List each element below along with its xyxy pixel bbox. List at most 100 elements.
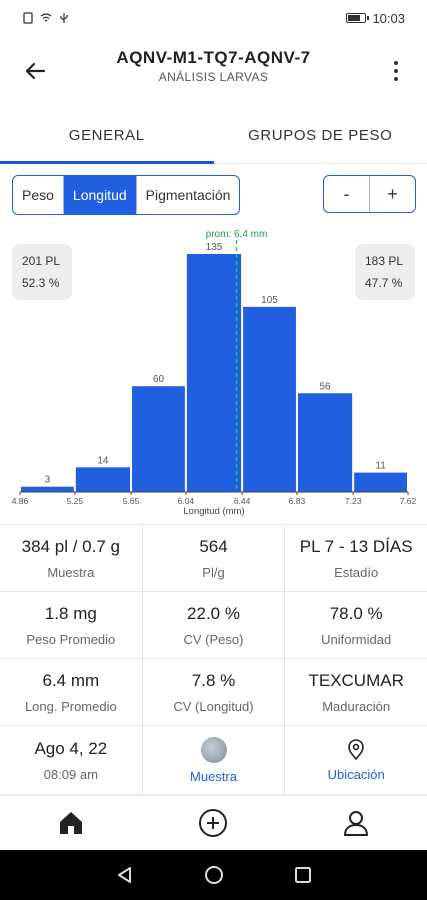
bottom-nav	[0, 794, 427, 850]
x-tick-label: 4.86	[12, 496, 29, 506]
segment-longitud[interactable]: Longitud	[63, 176, 137, 214]
bar-value-label: 60	[153, 374, 165, 385]
sim-icon	[23, 12, 33, 24]
stat-value: 7.8 %	[191, 670, 236, 690]
stat-label: CV (Peso)	[183, 631, 244, 647]
stat-pl-g: 564 Pl/g	[143, 525, 286, 591]
stat-label: Estadío	[334, 564, 379, 580]
stat-muestra: 384 pl / 0.7 g Muestra	[0, 525, 143, 591]
below-mean-pct: 52.3 %	[22, 276, 60, 290]
sample-time: 08:09 am	[43, 767, 98, 782]
nav-add-button[interactable]	[183, 798, 243, 848]
page-subtitle: ANÁLISIS LARVAS	[158, 70, 269, 84]
stat-value: PL 7 - 13 DÍAS	[299, 536, 413, 556]
stat-uniformidad: 78.0 % Uniformidad	[285, 592, 427, 658]
stat-label: Long. Promedio	[24, 698, 117, 714]
system-nav-bar	[0, 850, 427, 900]
more-vert-icon	[394, 61, 398, 65]
stat-label: Peso Promedio	[26, 631, 116, 647]
stat-label: Maduración	[322, 698, 391, 714]
date-cell: Ago 4, 22 08:09 am	[0, 726, 143, 795]
footer-row: Ago 4, 22 08:09 am Muestra Ubicación	[0, 726, 427, 796]
stats-row: 6.4 mm Long. Promedio 7.8 % CV (Longitud) …	[0, 659, 427, 726]
status-time: 10:03	[372, 10, 405, 26]
histogram-bar	[75, 467, 131, 492]
length-histogram: 3 14 60 135 105 56 11 4.86 5.25 5.65 6.04 6.44 6.83 7…	[12, 229, 417, 517]
stat-label: Muestra	[47, 564, 95, 580]
status-bar: 10:03	[0, 0, 427, 36]
histogram-bar	[21, 486, 74, 492]
system-home-icon[interactable]	[204, 865, 224, 885]
stat-peso-promedio: 1.8 mg Peso Promedio	[0, 592, 143, 658]
more-options-button[interactable]	[387, 56, 405, 86]
above-mean-count: 183 PL	[365, 254, 404, 268]
zoom-out-button[interactable]: -	[324, 176, 370, 212]
stat-estadio: PL 7 - 13 DÍAS Estadío	[285, 525, 427, 591]
battery-icon	[346, 13, 370, 23]
stat-label: Pl/g	[202, 564, 225, 580]
bar-value-label: 14	[97, 455, 109, 466]
location-label: Ubicación	[327, 767, 385, 782]
below-mean-count: 201 PL	[22, 254, 61, 268]
user-icon	[343, 810, 368, 836]
x-tick-label: 6.44	[234, 496, 251, 506]
bar-value-label: 11	[375, 461, 386, 472]
histogram-bar	[297, 393, 353, 492]
stats-grid: 384 pl / 0.7 g Muestra 564 Pl/g PL 7 - 13 …	[0, 524, 427, 796]
histogram-bar	[354, 472, 407, 492]
nav-profile-button[interactable]	[326, 798, 386, 848]
add-circle-icon	[199, 808, 228, 837]
zoom-in-button[interactable]: +	[387, 183, 398, 204]
x-tick-label: 5.65	[123, 496, 140, 506]
location-pin-icon	[348, 739, 364, 761]
stat-value: 22.0 %	[187, 603, 240, 623]
stat-maduracion: TEXCUMAR Maduración	[285, 659, 427, 725]
title-block: AQNV-M1-TQ7-AQNV-7 ANÁLISIS LARVAS	[60, 48, 367, 84]
x-tick-label: 7.23	[345, 496, 362, 506]
arrow-left-icon	[25, 62, 46, 80]
stat-cv-longitud: 7.8 % CV (Longitud)	[143, 659, 286, 725]
zoom-control: - +	[323, 175, 416, 213]
stat-label: Uniformidad	[321, 631, 392, 647]
home-icon	[60, 811, 83, 834]
stats-row: 1.8 mg Peso Promedio 22.0 % CV (Peso) 78.0…	[0, 592, 427, 659]
back-button[interactable]	[18, 54, 52, 88]
stat-value: 564	[199, 536, 228, 556]
tab-grupos-de-peso[interactable]: GRUPOS DE PESO	[248, 127, 393, 144]
segment-peso[interactable]: Peso	[13, 176, 64, 214]
histogram-bar	[186, 254, 242, 492]
stat-label: CV (Longitud)	[173, 698, 254, 714]
below-mean-card: 201 PL 52.3 %	[12, 244, 72, 300]
above-mean-card: 183 PL 47.7 %	[355, 244, 415, 300]
usb-icon	[60, 13, 68, 23]
x-tick-label: 6.83	[289, 496, 306, 506]
tab-general[interactable]: GENERAL	[0, 108, 214, 164]
system-recents-icon[interactable]	[293, 865, 313, 885]
stats-row: 384 pl / 0.7 g Muestra 564 Pl/g PL 7 - 13 …	[0, 525, 427, 592]
sample-photo-button[interactable]: Muestra	[143, 726, 286, 795]
above-mean-pct: 47.7 %	[365, 276, 403, 290]
bar-value-label: 56	[319, 381, 331, 392]
wifi-icon	[40, 13, 52, 22]
stat-value: 78.0 %	[329, 603, 383, 623]
x-tick-label: 7.62	[400, 496, 417, 506]
bar-value-label: 105	[261, 295, 278, 306]
sample-date: Ago 4, 22	[34, 739, 108, 758]
status-icons-left	[22, 12, 70, 24]
stat-cv-peso: 22.0 % CV (Peso)	[143, 592, 286, 658]
nav-home-button[interactable]	[41, 798, 101, 848]
histogram-bar	[243, 306, 296, 492]
page-title: AQNV-M1-TQ7-AQNV-7	[116, 48, 311, 67]
app-bar: AQNV-M1-TQ7-AQNV-7 ANÁLISIS LARVAS	[0, 36, 427, 106]
location-button[interactable]: Ubicación	[285, 726, 427, 795]
stat-value: 6.4 mm	[42, 670, 100, 690]
sample-thumbnail	[200, 737, 227, 763]
tab-bar: GENERAL GRUPOS DE PESO	[0, 108, 427, 164]
metric-segmented-control: Peso Longitud Pigmentación	[12, 175, 241, 215]
stat-long-promedio: 6.4 mm Long. Promedio	[0, 659, 143, 725]
bar-value-label: 135	[206, 242, 223, 253]
segment-pigmentacion[interactable]: Pigmentación	[145, 187, 231, 203]
sample-photo-label: Muestra	[190, 769, 237, 784]
system-back-icon[interactable]	[115, 865, 135, 885]
mean-label: prom: 6.4 mm	[206, 229, 268, 240]
